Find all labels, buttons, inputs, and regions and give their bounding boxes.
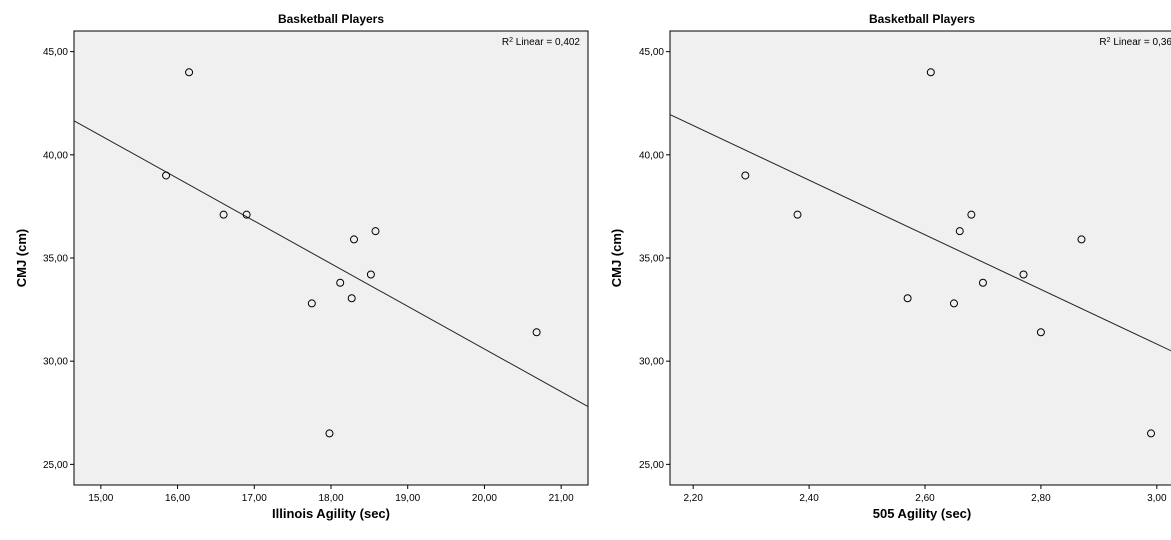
plot-area xyxy=(669,30,1171,486)
plot-content: R2 Linear = 0,402 xyxy=(74,37,588,438)
x-tick-label: 3,00 xyxy=(1147,493,1167,504)
x-tick-label: 16,00 xyxy=(165,493,190,504)
data-point xyxy=(793,210,802,219)
data-point xyxy=(347,294,356,303)
x-tick-label: 21,00 xyxy=(549,493,574,504)
chart-panel-2: Basketball Players 25,00 30,00 35,00 40,00 45… xyxy=(609,12,1171,521)
data-point xyxy=(532,328,541,337)
y-tick-label: 30,00 xyxy=(639,357,664,368)
data-point xyxy=(371,227,380,236)
chart-title: Basketball Players xyxy=(869,12,975,26)
chart-panel-1: Basketball Players 25,00 30,00 35,00 40,00 45… xyxy=(14,12,589,521)
y-axis-label: CMJ (cm) xyxy=(14,229,29,288)
data-point xyxy=(1147,429,1156,438)
data-point xyxy=(926,68,935,77)
data-point xyxy=(325,429,334,438)
data-point xyxy=(307,299,316,308)
r-squared-annotation: R2 Linear = 0,402 xyxy=(502,37,581,49)
data-point xyxy=(366,270,375,279)
y-tick-label: 25,00 xyxy=(43,460,68,471)
data-point xyxy=(955,227,964,236)
y-tick-label: 45,00 xyxy=(639,47,664,58)
y-tick-label: 45,00 xyxy=(43,47,68,58)
data-point xyxy=(336,278,345,287)
y-tick-label: 35,00 xyxy=(639,254,664,265)
y-tick-label: 30,00 xyxy=(43,357,68,368)
data-point xyxy=(967,210,976,219)
x-tick-label: 18,00 xyxy=(318,493,343,504)
x-tick-label: 2,20 xyxy=(683,493,703,504)
x-tick-label: 17,00 xyxy=(242,493,267,504)
x-tick-label: 20,00 xyxy=(472,493,497,504)
x-tick-label: 2,80 xyxy=(1031,493,1051,504)
x-tick-label: 15,00 xyxy=(88,493,113,504)
data-point xyxy=(350,235,359,244)
data-point xyxy=(219,210,228,219)
plot-area xyxy=(73,30,589,486)
r-squared-annotation: R2 Linear = 0,36 xyxy=(1099,37,1171,49)
x-axis-label: Illinois Agility (sec) xyxy=(272,506,390,521)
y-tick-label: 35,00 xyxy=(43,254,68,265)
data-point xyxy=(185,68,194,77)
data-point xyxy=(1036,328,1045,337)
y-axis-label: CMJ (cm) xyxy=(609,229,624,288)
data-point xyxy=(162,171,171,180)
regression-line xyxy=(74,120,588,408)
data-point xyxy=(1019,270,1028,279)
data-point xyxy=(903,294,912,303)
x-axis-label: 505 Agility (sec) xyxy=(873,506,972,521)
y-tick-label: 40,00 xyxy=(43,150,68,161)
data-point xyxy=(1077,235,1086,244)
x-tick-label: 2,40 xyxy=(799,493,819,504)
x-tick-label: 2,60 xyxy=(915,493,935,504)
regression-line xyxy=(670,114,1171,352)
y-tick-label: 25,00 xyxy=(639,460,664,471)
y-tick-label: 40,00 xyxy=(639,150,664,161)
chart-title: Basketball Players xyxy=(278,12,384,26)
data-point xyxy=(242,210,251,219)
data-point xyxy=(741,171,750,180)
plot-content: R2 Linear = 0,36 xyxy=(670,37,1171,438)
data-point xyxy=(978,278,987,287)
data-point xyxy=(949,299,958,308)
x-tick-label: 19,00 xyxy=(395,493,420,504)
